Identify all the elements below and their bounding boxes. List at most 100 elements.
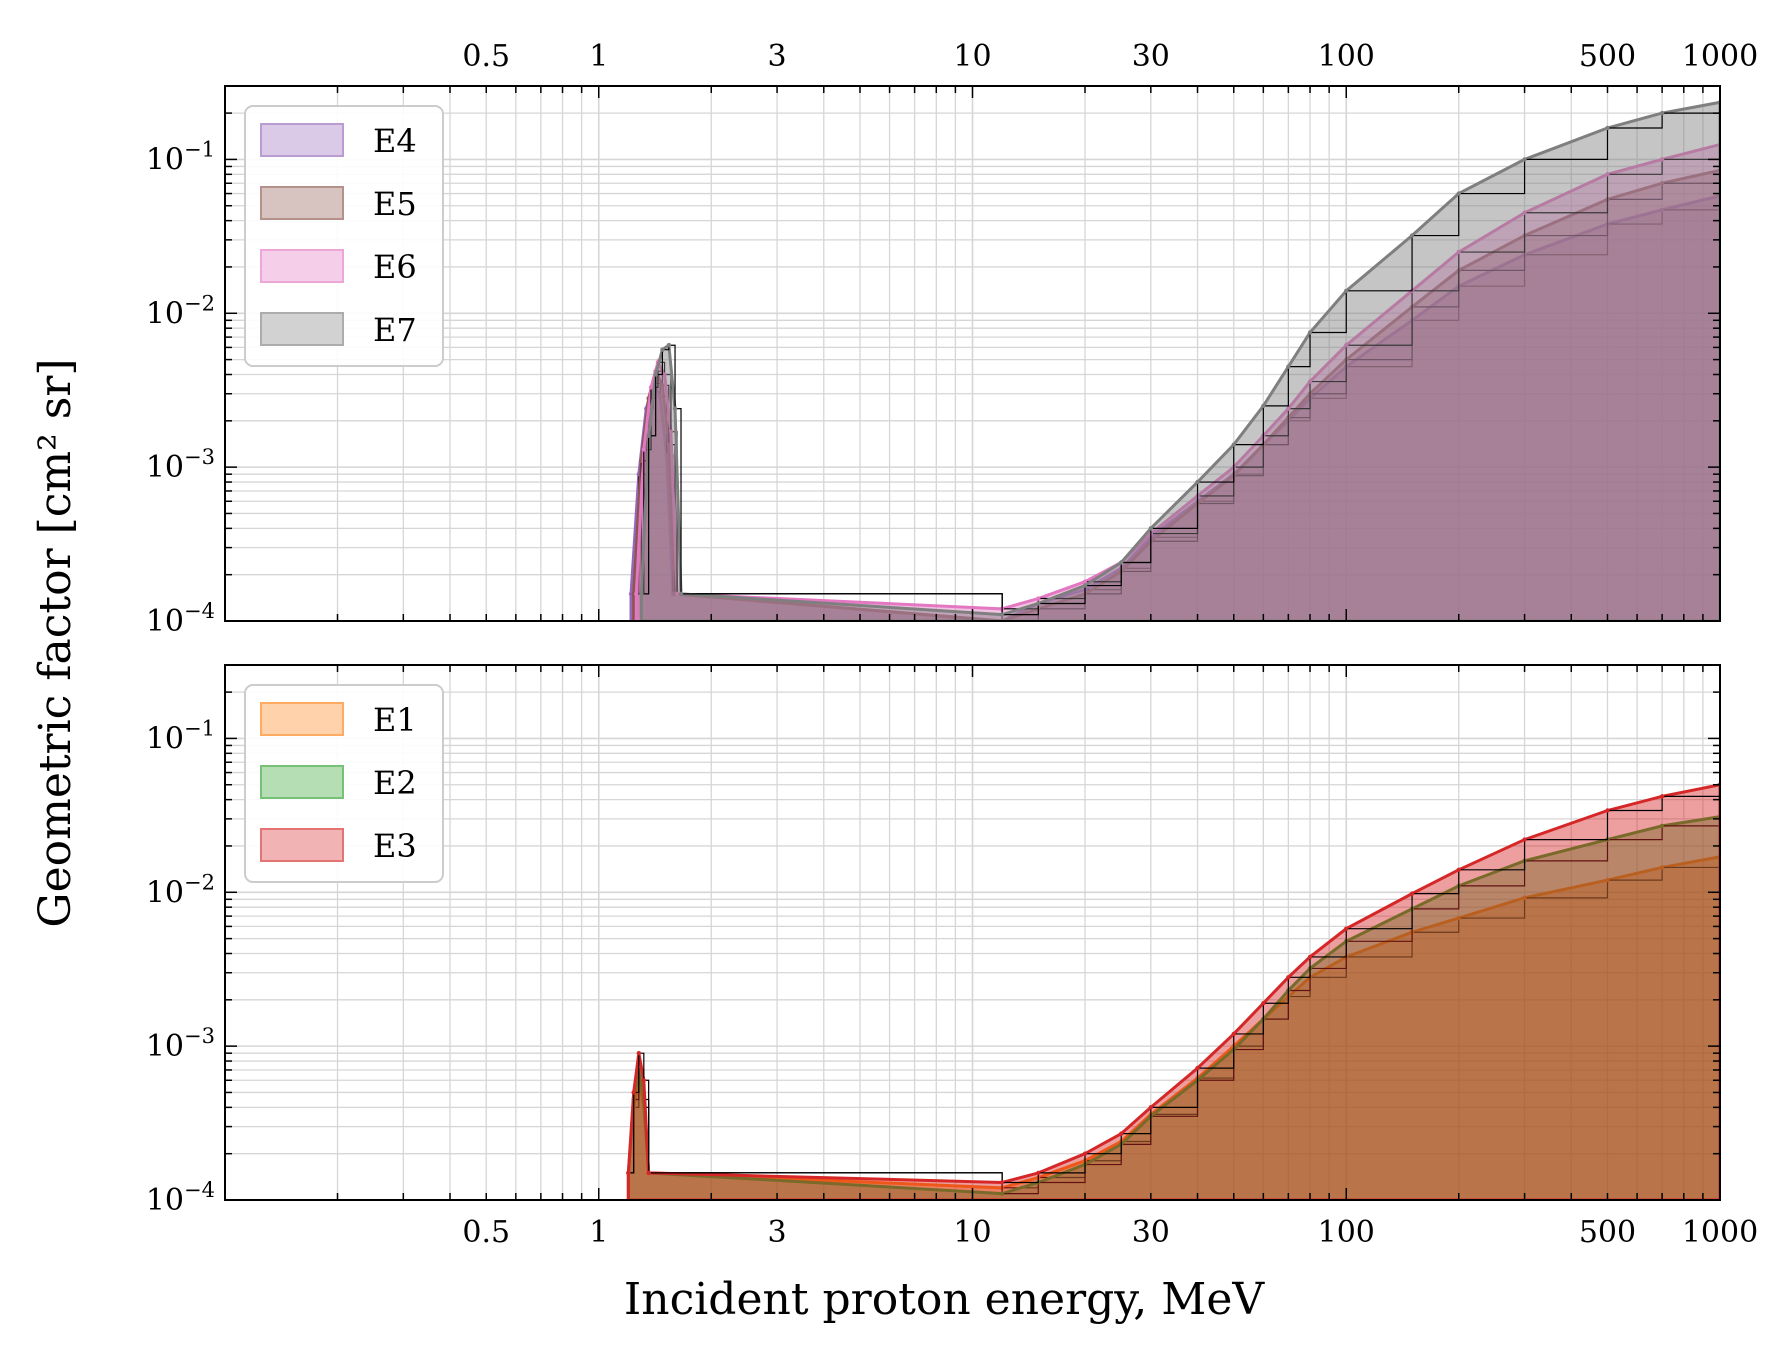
data-point-E3 — [1036, 1170, 1041, 1176]
data-point-E6 — [648, 385, 654, 390]
legend-swatch — [260, 702, 344, 736]
data-point-E1 — [1659, 865, 1665, 870]
data-point-E3 — [999, 1180, 1005, 1185]
data-point-E3 — [1456, 867, 1461, 872]
top-grid — [224, 86, 1720, 622]
data-point-E7 — [672, 406, 678, 411]
data-point-E3 — [641, 1078, 647, 1083]
data-point-E6 — [668, 429, 674, 434]
data-point-E2 — [999, 1191, 1005, 1196]
y-tick-label: 10−2 — [146, 291, 215, 331]
x-tick-label: 100 — [1318, 1215, 1375, 1250]
legend-item-E7: E7 — [260, 311, 417, 349]
y-tick-label: 10−3 — [146, 445, 215, 485]
data-point-E7 — [660, 347, 665, 352]
bottom-legend: E1 E2 E3 — [244, 684, 444, 883]
top-data — [628, 100, 1720, 621]
data-point-E3 — [1231, 1031, 1236, 1037]
data-point-E1 — [1605, 877, 1610, 883]
legend-label: E7 — [373, 311, 417, 349]
x-tick-label: 10 — [953, 1215, 991, 1250]
x-tick-label: 500 — [1579, 1215, 1636, 1250]
data-point-E6 — [1036, 596, 1041, 601]
x-tick-label: 0.5 — [462, 1215, 510, 1250]
data-point-E7 — [646, 433, 651, 438]
x-tick-label: 1000 — [1682, 39, 1758, 74]
x-tick-label: 100 — [1318, 39, 1375, 74]
data-point-E6 — [1605, 172, 1610, 177]
data-point-E1 — [1456, 915, 1461, 921]
x-tick-label: 1 — [589, 39, 608, 74]
data-point-E3 — [1344, 926, 1349, 931]
x-tick-label: 3 — [768, 1215, 787, 1250]
y-tick-label: 10−1 — [146, 716, 215, 756]
data-point-E6 — [1344, 343, 1349, 348]
bottom-grid — [224, 665, 1720, 1201]
data-point-E7 — [1286, 364, 1291, 369]
data-point-E3 — [1119, 1131, 1124, 1136]
legend-label: E5 — [373, 185, 417, 223]
data-point-E5 — [660, 383, 665, 388]
data-point-E7 — [1261, 403, 1266, 409]
data-point-E6 — [1456, 249, 1461, 255]
legend-label: E1 — [373, 701, 417, 739]
legend-swatch — [260, 249, 344, 283]
data-point-E7 — [678, 591, 684, 597]
series-step-E6 — [636, 144, 1720, 610]
data-point-E3 — [1605, 808, 1610, 813]
legend-label: E3 — [373, 827, 417, 865]
data-point-E3 — [1286, 975, 1291, 980]
bottom-data — [626, 782, 1720, 1200]
data-point-E3 — [1148, 1105, 1154, 1110]
data-point-E6 — [1082, 579, 1088, 584]
x-tick-label: 30 — [1132, 1215, 1170, 1250]
data-point-E7 — [1659, 110, 1665, 116]
data-point-E6 — [1522, 210, 1527, 215]
series-step-E3 — [628, 784, 1720, 1184]
legend-item-E1: E1 — [260, 701, 417, 739]
legend-item-E4: E4 — [260, 122, 417, 160]
top-panel: E4 E5 E6 E7 0.5 1 3 10 30 100 500 1000 10−4 10−3 10−2… — [146, 39, 1758, 639]
data-point-E3 — [1409, 891, 1415, 896]
data-point-E2 — [1659, 823, 1665, 829]
x-tick-label: 0.5 — [462, 39, 510, 74]
x-tick-label: 500 — [1579, 39, 1636, 74]
legend-item-E5: E5 — [260, 185, 417, 223]
legend-swatch — [260, 312, 344, 346]
legend-box — [244, 105, 444, 367]
y-tick-label: 10−3 — [146, 1024, 215, 1064]
bottom-plot-frame — [224, 664, 1721, 1201]
x-tick-label: 30 — [1132, 39, 1170, 74]
data-point-E7 — [1344, 288, 1349, 293]
x-axis-label: Incident proton energy, MeV — [624, 1274, 1266, 1325]
data-point-E6 — [1307, 379, 1313, 384]
x-tick-label: 1 — [589, 1215, 608, 1250]
data-point-E7 — [1036, 601, 1041, 606]
data-point-E7 — [1456, 191, 1461, 196]
x-tick-label: 3 — [768, 39, 787, 74]
y-tick-label: 10−2 — [146, 870, 215, 910]
data-point-E7 — [1119, 560, 1124, 565]
data-point-E3 — [1261, 1001, 1266, 1006]
y-tick-label: 10−4 — [146, 599, 215, 639]
legend-item-E3: E3 — [260, 827, 417, 865]
data-point-E5 — [1659, 181, 1665, 186]
legend-label: E4 — [373, 122, 417, 160]
data-point-E4 — [657, 393, 663, 399]
data-point-E3 — [626, 1170, 631, 1176]
series-E7 — [639, 100, 1720, 621]
data-point-E7 — [666, 343, 672, 348]
data-point-E6 — [641, 447, 647, 452]
data-point-E3 — [1522, 837, 1527, 842]
data-point-E7 — [639, 591, 644, 597]
data-point-E7 — [1148, 526, 1154, 531]
data-point-E4 — [1659, 207, 1665, 213]
data-point-E6 — [662, 372, 667, 377]
data-point-E7 — [999, 612, 1005, 617]
legend-item-E6: E6 — [260, 248, 417, 286]
data-point-E6 — [674, 591, 680, 597]
y-tick-label: 10−1 — [146, 137, 215, 177]
bottom-panel: E1 E2 E3 0.5 1 3 10 30 100 500 1000 10−4 10−3 10−2 10… — [146, 664, 1758, 1250]
legend-swatch — [260, 828, 344, 862]
